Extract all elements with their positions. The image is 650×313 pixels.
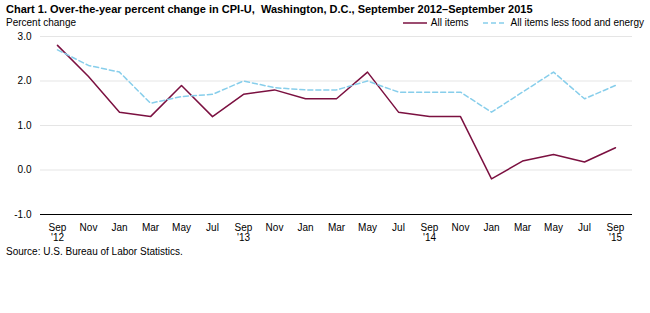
svg-text:Mar: Mar [328, 222, 346, 233]
svg-text:Jan: Jan [297, 222, 313, 233]
svg-text:May: May [544, 222, 563, 233]
svg-text:Nov: Nov [452, 222, 470, 233]
svg-text:Nov: Nov [266, 222, 284, 233]
svg-text:3.0: 3.0 [18, 31, 32, 42]
svg-text:Sep'13: Sep'13 [235, 222, 253, 243]
svg-text:2.0: 2.0 [18, 75, 32, 86]
svg-text:Sep'14: Sep'14 [421, 222, 439, 243]
svg-text:1.0: 1.0 [18, 120, 32, 131]
svg-text:Jan: Jan [483, 222, 499, 233]
svg-text:Mar: Mar [514, 222, 532, 233]
html-text:Percent change: Percent change [6, 17, 77, 28]
html-text:Chart 1. Over-the-year percent: Chart 1. Over-the-year percent change in… [6, 3, 533, 15]
svg-text:-1.0: -1.0 [14, 209, 32, 220]
svg-text:Sep'12: Sep'12 [49, 222, 67, 243]
svg-text:Mar: Mar [142, 222, 160, 233]
html-text:All items less food and energy: All items less food and energy [510, 17, 644, 28]
svg-text:Jan: Jan [111, 222, 127, 233]
svg-text:Nov: Nov [80, 222, 98, 233]
svg-text:Jul: Jul [206, 222, 219, 233]
svg-text:May: May [172, 222, 191, 233]
svg-text:Jul: Jul [392, 222, 405, 233]
html-text:Source: U.S. Bureau of Labor S: Source: U.S. Bureau of Labor Statistics. [6, 246, 183, 257]
svg-text:May: May [358, 222, 377, 233]
svg-text:Jul: Jul [578, 222, 591, 233]
html-text:All items: All items [430, 17, 469, 28]
svg-text:Sep'15: Sep'15 [607, 222, 625, 243]
svg-text:0.0: 0.0 [18, 164, 32, 175]
